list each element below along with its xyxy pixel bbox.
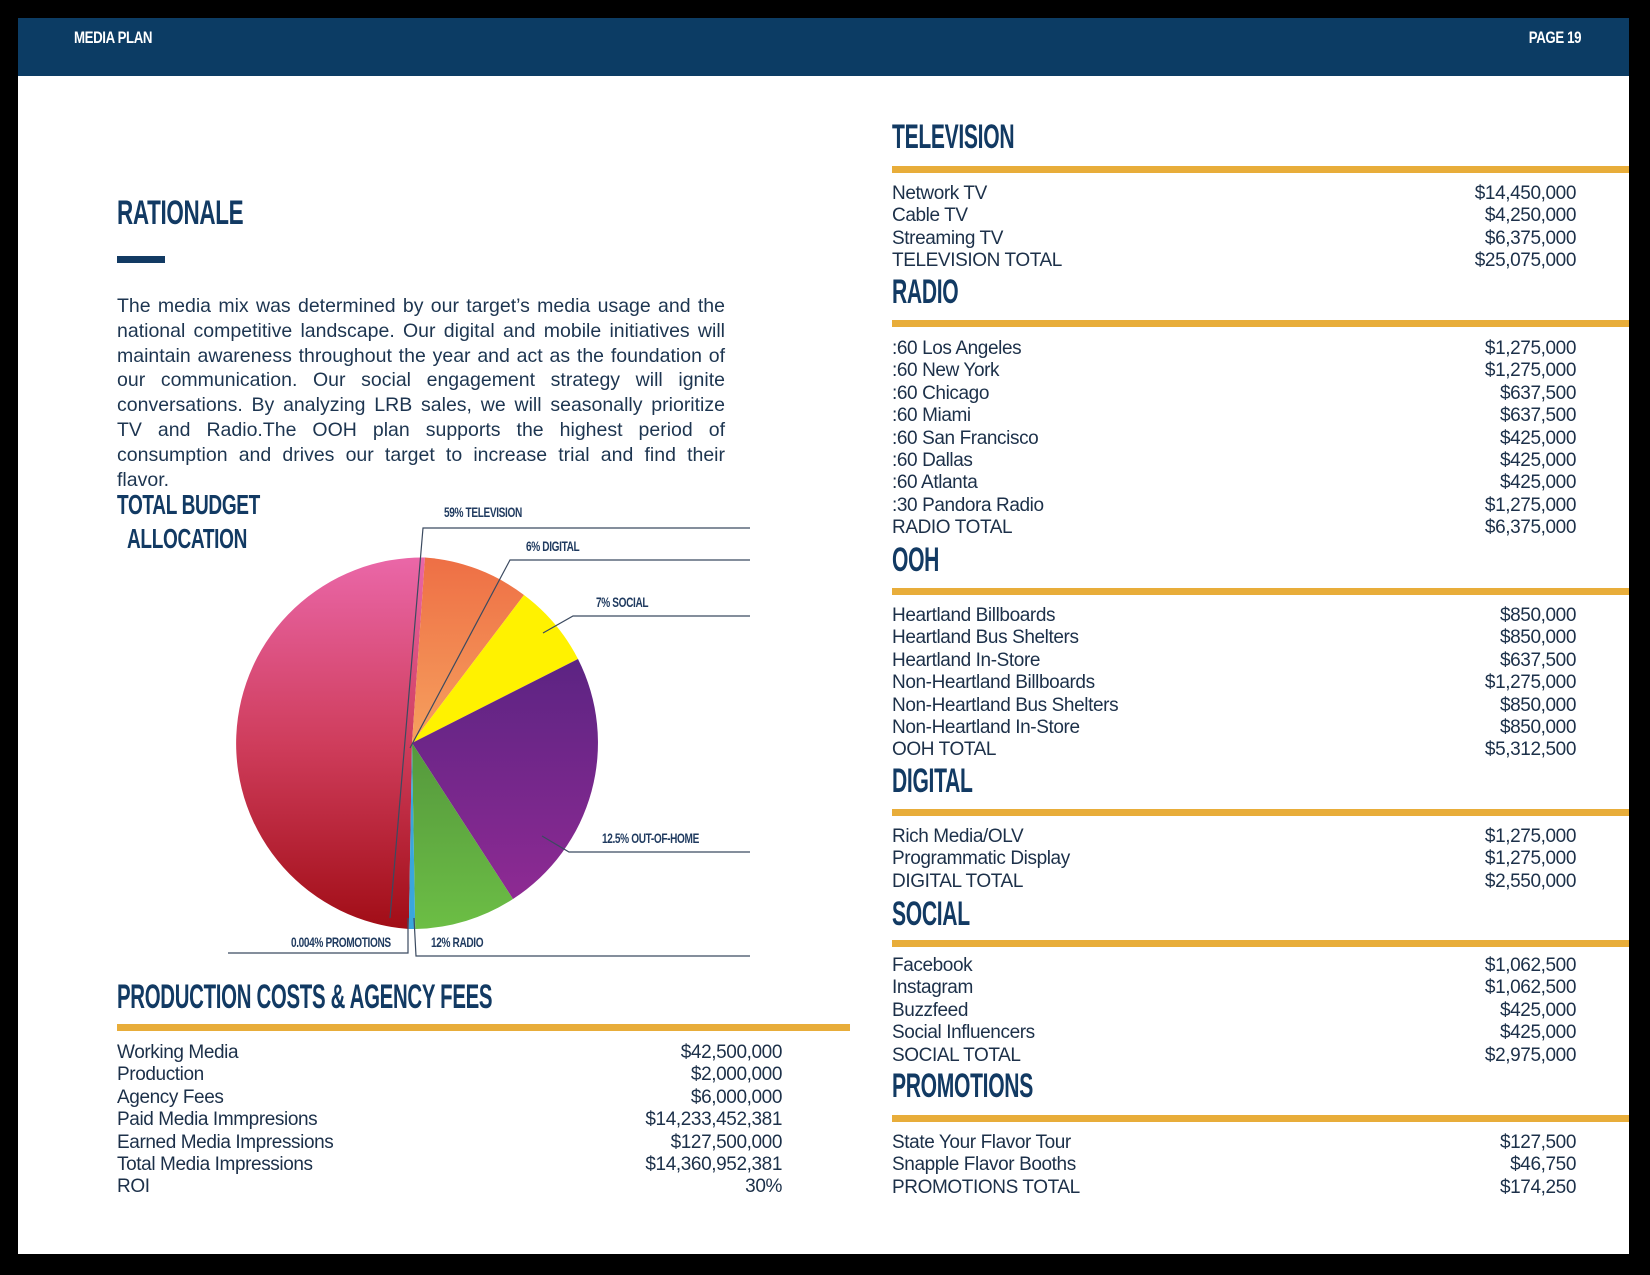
budget-pie-chart bbox=[228, 527, 750, 957]
table-row: OOH TOTAL $5,312,500 bbox=[892, 739, 1576, 761]
promotions-table: State Your Flavor Tour $127,500 Snapple F… bbox=[892, 1132, 1576, 1199]
pie-slices bbox=[236, 557, 598, 930]
social-table: Facebook $1,062,500 Instagram $1,062,500 B… bbox=[892, 955, 1576, 1067]
table-row: TELEVISION TOTAL $25,075,000 bbox=[892, 250, 1576, 272]
media-plan-page: MEDIA PLAN PAGE 19 RATIONALE The media m… bbox=[18, 18, 1629, 1254]
pie-slice-digital bbox=[412, 595, 578, 743]
television-rule bbox=[892, 166, 1629, 173]
table-row: ROI 30% bbox=[117, 1176, 782, 1198]
table-row: Heartland Billboards $850,000 bbox=[892, 605, 1576, 626]
section-heading-television: TELEVISION bbox=[892, 118, 1015, 156]
radio-table: :60 Los Angeles $1,275,000 :60 New York $1… bbox=[892, 338, 1576, 540]
table-row: Cable TV $4,250,000 bbox=[892, 205, 1576, 227]
table-row: Non-Heartland Billboards $1,275,000 bbox=[892, 672, 1576, 694]
table-row: :60 Dallas $425,000 bbox=[892, 449, 1576, 471]
pie-label-ooh: 12.5% OUT-OF-HOME bbox=[602, 830, 699, 846]
digital-table: Rich Media/OLV $1,275,000 Programmatic Di… bbox=[892, 826, 1576, 893]
table-row: SOCIAL TOTAL $2,975,000 bbox=[892, 1044, 1576, 1066]
budget-heading: TOTAL BUDGET ALLOCATION bbox=[117, 488, 327, 556]
table-row: :60 Chicago $637,500 bbox=[892, 382, 1576, 404]
television-table: Network TV $14,450,000 Cable TV $4,250,000… bbox=[892, 183, 1576, 273]
pie-label-promotions: 0.004% PROMOTIONS bbox=[291, 934, 391, 950]
table-row: Programmatic Display $1,275,000 bbox=[892, 848, 1576, 870]
table-row: Network TV $14,450,000 bbox=[892, 183, 1576, 204]
pie-slice-radio bbox=[412, 743, 513, 929]
table-row: Instagram $1,062,500 bbox=[892, 977, 1576, 999]
table-row: Snapple Flavor Booths $46,750 bbox=[892, 1154, 1576, 1176]
promotions-rule bbox=[892, 1115, 1629, 1122]
table-row: PROMOTIONS TOTAL $174,250 bbox=[892, 1176, 1576, 1198]
table-row: Streaming TV $6,375,000 bbox=[892, 227, 1576, 249]
pie-slice-ooh bbox=[412, 659, 598, 899]
table-row: :60 Miami $637,500 bbox=[892, 405, 1576, 427]
table-row: Non-Heartland Bus Shelters $850,000 bbox=[892, 694, 1576, 716]
table-row: :30 Pandora Radio $1,275,000 bbox=[892, 494, 1576, 516]
pie-label-radio: 12% RADIO bbox=[431, 934, 484, 950]
production-table: Working Media $42,500,000 Production $2,00… bbox=[117, 1042, 782, 1199]
table-row: Total Media Impressions $14,360,952,381 bbox=[117, 1153, 782, 1175]
table-row: Non-Heartland In-Store $850,000 bbox=[892, 716, 1576, 738]
pie-slice-promotions bbox=[408, 743, 416, 930]
rationale-heading: RATIONALE bbox=[117, 194, 244, 232]
digital-rule bbox=[892, 809, 1629, 816]
table-row: Social Influencers $425,000 bbox=[892, 1022, 1576, 1044]
radio-rule bbox=[892, 320, 1629, 327]
section-heading-digital: DIGITAL bbox=[892, 762, 973, 800]
pie-label-social: 7% SOCIAL bbox=[596, 594, 649, 610]
pie-slice-television-orange bbox=[412, 557, 524, 743]
budget-title-line1: TOTAL BUDGET bbox=[117, 489, 260, 520]
rationale-underline bbox=[117, 256, 165, 263]
section-heading-promotions: PROMOTIONS bbox=[892, 1067, 1033, 1105]
table-row: RADIO TOTAL $6,375,000 bbox=[892, 517, 1576, 539]
table-row: Agency Fees $6,000,000 bbox=[117, 1086, 782, 1108]
header-title: MEDIA PLAN bbox=[74, 28, 153, 47]
table-row: :60 Los Angeles $1,275,000 bbox=[892, 338, 1576, 359]
table-row: DIGITAL TOTAL $2,550,000 bbox=[892, 870, 1576, 892]
table-row: Heartland Bus Shelters $850,000 bbox=[892, 627, 1576, 649]
section-heading-social: SOCIAL bbox=[892, 895, 970, 933]
section-heading-radio: RADIO bbox=[892, 273, 959, 311]
table-row: Earned Media Impressions $127,500,000 bbox=[117, 1131, 782, 1153]
pie-label-digital: 6% DIGITAL bbox=[526, 538, 580, 554]
production-heading: PRODUCTION COSTS & AGENCY FEES bbox=[117, 978, 493, 1016]
table-row: Production $2,000,000 bbox=[117, 1064, 782, 1086]
page-number: PAGE 19 bbox=[1528, 28, 1582, 47]
pie-slice-television bbox=[236, 557, 425, 929]
ooh-table: Heartland Billboards $850,000 Heartland B… bbox=[892, 605, 1576, 762]
budget-title-line2: ALLOCATION bbox=[127, 523, 247, 554]
rationale-body: The media mix was determined by our targ… bbox=[117, 295, 725, 491]
section-heading-ooh: OOH bbox=[892, 541, 940, 579]
social-rule bbox=[892, 940, 1629, 947]
rationale-heading-wrap: RATIONALE bbox=[117, 194, 308, 233]
production-rule bbox=[117, 1024, 850, 1031]
table-row: Working Media $42,500,000 bbox=[117, 1042, 782, 1063]
pie-label-television: 59% TELEVISION bbox=[444, 504, 522, 520]
table-row: Heartland In-Store $637,500 bbox=[892, 649, 1576, 671]
header-bar: MEDIA PLAN PAGE 19 bbox=[18, 18, 1629, 76]
table-row: Facebook $1,062,500 bbox=[892, 955, 1576, 976]
ooh-rule bbox=[892, 588, 1629, 595]
table-row: :60 Atlanta $425,000 bbox=[892, 472, 1576, 494]
table-row: State Your Flavor Tour $127,500 bbox=[892, 1132, 1576, 1153]
table-row: Rich Media/OLV $1,275,000 bbox=[892, 826, 1576, 847]
table-row: Buzzfeed $425,000 bbox=[892, 999, 1576, 1021]
table-row: :60 New York $1,275,000 bbox=[892, 360, 1576, 382]
table-row: :60 San Francisco $425,000 bbox=[892, 427, 1576, 449]
leader-lines bbox=[228, 527, 750, 957]
table-row: Paid Media Immpresions $14,233,452,381 bbox=[117, 1109, 782, 1131]
